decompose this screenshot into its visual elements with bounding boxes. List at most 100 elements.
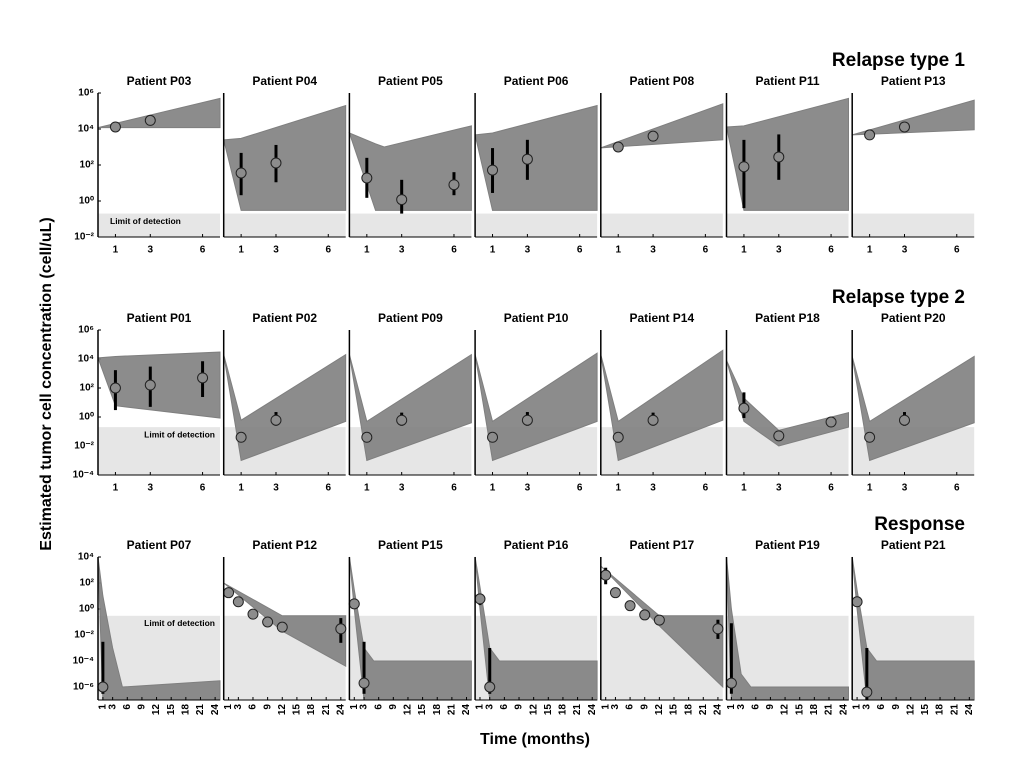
x-tick-label: 24: [713, 704, 724, 716]
y-tick-label: 10⁶: [78, 88, 94, 99]
data-point: [396, 414, 408, 426]
x-tick-label: 6: [625, 704, 636, 710]
x-tick-label: 21: [824, 704, 835, 716]
x-tick-label: 1: [867, 245, 873, 256]
data-point: [270, 157, 282, 169]
x-tick-label: 1: [615, 245, 621, 256]
y-tick-label: 10⁰: [79, 604, 94, 615]
x-tick-label: 3: [736, 704, 747, 710]
x-tick-label: 24: [210, 704, 221, 716]
x-tick-label: 15: [794, 704, 805, 716]
y-tick-label: 10²: [80, 383, 95, 394]
x-tick-label: 3: [399, 245, 405, 256]
x-tick-label: 6: [577, 483, 583, 494]
data-point: [97, 681, 109, 693]
x-tick-label: 1: [741, 245, 747, 256]
data-point: [609, 587, 621, 599]
data-point: [712, 623, 724, 635]
data-point: [474, 593, 486, 605]
simulation-band: [348, 125, 472, 211]
x-tick-label: 24: [587, 704, 598, 716]
simulation-band: [348, 353, 472, 462]
data-point: [647, 414, 659, 426]
panel-title: Patient P10: [504, 311, 569, 325]
data-point: [144, 379, 156, 391]
x-tick-label: 15: [543, 704, 554, 716]
panel-title: Patient P09: [378, 311, 443, 325]
x-tick-label: 3: [902, 245, 908, 256]
simulation-band: [223, 353, 347, 462]
simulation-band: [97, 351, 221, 419]
data-point: [864, 129, 876, 141]
data-point: [861, 686, 873, 698]
x-tick-label: 6: [577, 245, 583, 256]
panel-title: Patient P15: [378, 538, 443, 552]
data-point: [898, 414, 910, 426]
data-point: [738, 402, 750, 414]
data-point: [448, 179, 460, 191]
data-point: [851, 596, 863, 608]
data-point: [109, 121, 121, 133]
x-tick-label: 3: [148, 245, 154, 256]
y-tick-label: 10⁴: [78, 552, 94, 563]
data-point: [335, 623, 347, 635]
y-axis-label: Estimated tumor cell concentration (cell…: [38, 217, 55, 550]
x-tick-label: 1: [364, 245, 370, 256]
x-tick-label: 9: [639, 704, 650, 710]
x-tick-label: 18: [306, 704, 317, 716]
x-tick-label: 6: [122, 704, 133, 710]
x-tick-label: 6: [200, 245, 206, 256]
detection-limit-region: [223, 213, 346, 237]
x-tick-label: 12: [277, 704, 288, 716]
x-tick-label: 15: [920, 704, 931, 716]
x-tick-label: 1: [741, 483, 747, 494]
y-tick-label: 10²: [80, 578, 95, 589]
data-point: [235, 431, 247, 443]
simulation-band: [600, 103, 724, 149]
x-tick-label: 18: [180, 704, 191, 716]
x-tick-label: 1: [349, 704, 360, 710]
y-tick-label: 10⁴: [78, 124, 94, 135]
x-tick-label: 12: [528, 704, 539, 716]
x-tick-label: 6: [828, 483, 834, 494]
x-tick-label: 6: [750, 704, 761, 710]
simulation-band: [726, 360, 849, 447]
x-tick-label: 1: [490, 245, 496, 256]
x-tick-label: 1: [113, 483, 119, 494]
x-tick-label: 6: [451, 245, 457, 256]
y-tick-label: 10⁻²: [74, 232, 94, 243]
x-tick-label: 18: [809, 704, 820, 716]
simulation-band: [474, 352, 598, 462]
panel-title: Patient P02: [252, 311, 317, 325]
x-tick-label: 1: [238, 245, 244, 256]
limit-label: Limit of detection: [144, 429, 215, 439]
x-tick-label: 15: [669, 704, 680, 716]
x-tick-label: 21: [195, 704, 206, 716]
panel-title: Patient P05: [378, 74, 443, 88]
data-point: [262, 616, 274, 628]
x-tick-label: 3: [273, 245, 279, 256]
x-tick-label: 6: [248, 704, 259, 710]
section-title: Response: [874, 514, 965, 535]
data-point: [773, 430, 785, 442]
x-tick-label: 9: [514, 704, 525, 710]
panel-title: Patient P16: [504, 538, 569, 552]
data-point: [270, 414, 282, 426]
x-tick-label: 3: [484, 704, 495, 710]
x-tick-label: 3: [650, 483, 656, 494]
simulation-band: [725, 97, 849, 211]
panel-title: Patient P12: [252, 538, 317, 552]
x-tick-label: 3: [902, 483, 908, 494]
data-point: [898, 121, 910, 133]
x-tick-label: 6: [373, 704, 384, 710]
x-tick-label: 18: [558, 704, 569, 716]
simulation-band: [474, 104, 598, 211]
x-tick-label: 3: [776, 483, 782, 494]
x-axis-label: Time (months): [480, 731, 590, 748]
panel-title: Patient P04: [252, 74, 317, 88]
panel-title: Patient P01: [127, 311, 192, 325]
y-tick-label: 10⁻²: [74, 441, 94, 452]
x-tick-label: 3: [776, 245, 782, 256]
x-tick-label: 1: [223, 704, 234, 710]
